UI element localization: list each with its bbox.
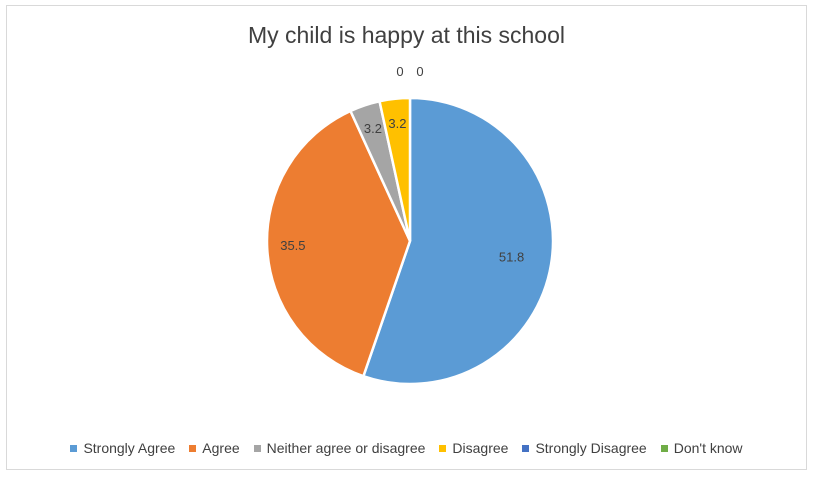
chart-title: My child is happy at this school (247, 22, 566, 48)
data-label-agree: 35.5 (280, 238, 305, 253)
legend-swatch-agree (189, 444, 197, 452)
legend-swatch-strongly-disagree (522, 444, 530, 452)
data-label-neither-agree-or-disagree: 3.2 (364, 121, 382, 136)
legend-swatch-disagree (439, 444, 447, 452)
legend-swatch-strongly-agree (70, 444, 78, 452)
legend-swatch-neither-agree-or-disagree (253, 444, 261, 452)
legend-label-strongly-agree: Strongly Agree (83, 440, 176, 456)
legend-label-neither-agree-or-disagree: Neither agree or disagree (266, 440, 426, 456)
legend-label-disagree: Disagree (452, 440, 509, 456)
data-label-disagree: 3.2 (388, 116, 406, 131)
legend-swatch-don-t-know (660, 444, 668, 452)
legend-label-don-t-know: Don't know (673, 440, 743, 456)
pie-chart: 51.8 35.5 3.2 3.2 0 0 (265, 64, 555, 386)
pie-slice-agree (265, 109, 412, 378)
legend-item-agree: Agree (189, 440, 240, 456)
data-label-strongly-disagree: 0 (396, 64, 403, 79)
data-label-don-t-know: 0 (416, 64, 423, 79)
legend: Strongly Agree Agree Neither agree or disa… (7, 440, 806, 456)
chart-frame: My child is happy at this school 51.8 35.… (6, 5, 807, 470)
legend-item-don-t-know: Don't know (660, 440, 743, 456)
legend-item-neither-agree-or-disagree: Neither agree or disagree (253, 440, 426, 456)
data-label-strongly-agree: 51.8 (499, 249, 524, 264)
legend-item-disagree: Disagree (439, 440, 508, 456)
legend-label-agree: Agree (202, 440, 240, 456)
legend-item-strongly-agree: Strongly Agree (70, 440, 175, 456)
legend-item-strongly-disagree: Strongly Disagree (522, 440, 647, 456)
pie-slice-disagree (378, 96, 412, 242)
legend-label-strongly-disagree: Strongly Disagree (535, 440, 647, 456)
